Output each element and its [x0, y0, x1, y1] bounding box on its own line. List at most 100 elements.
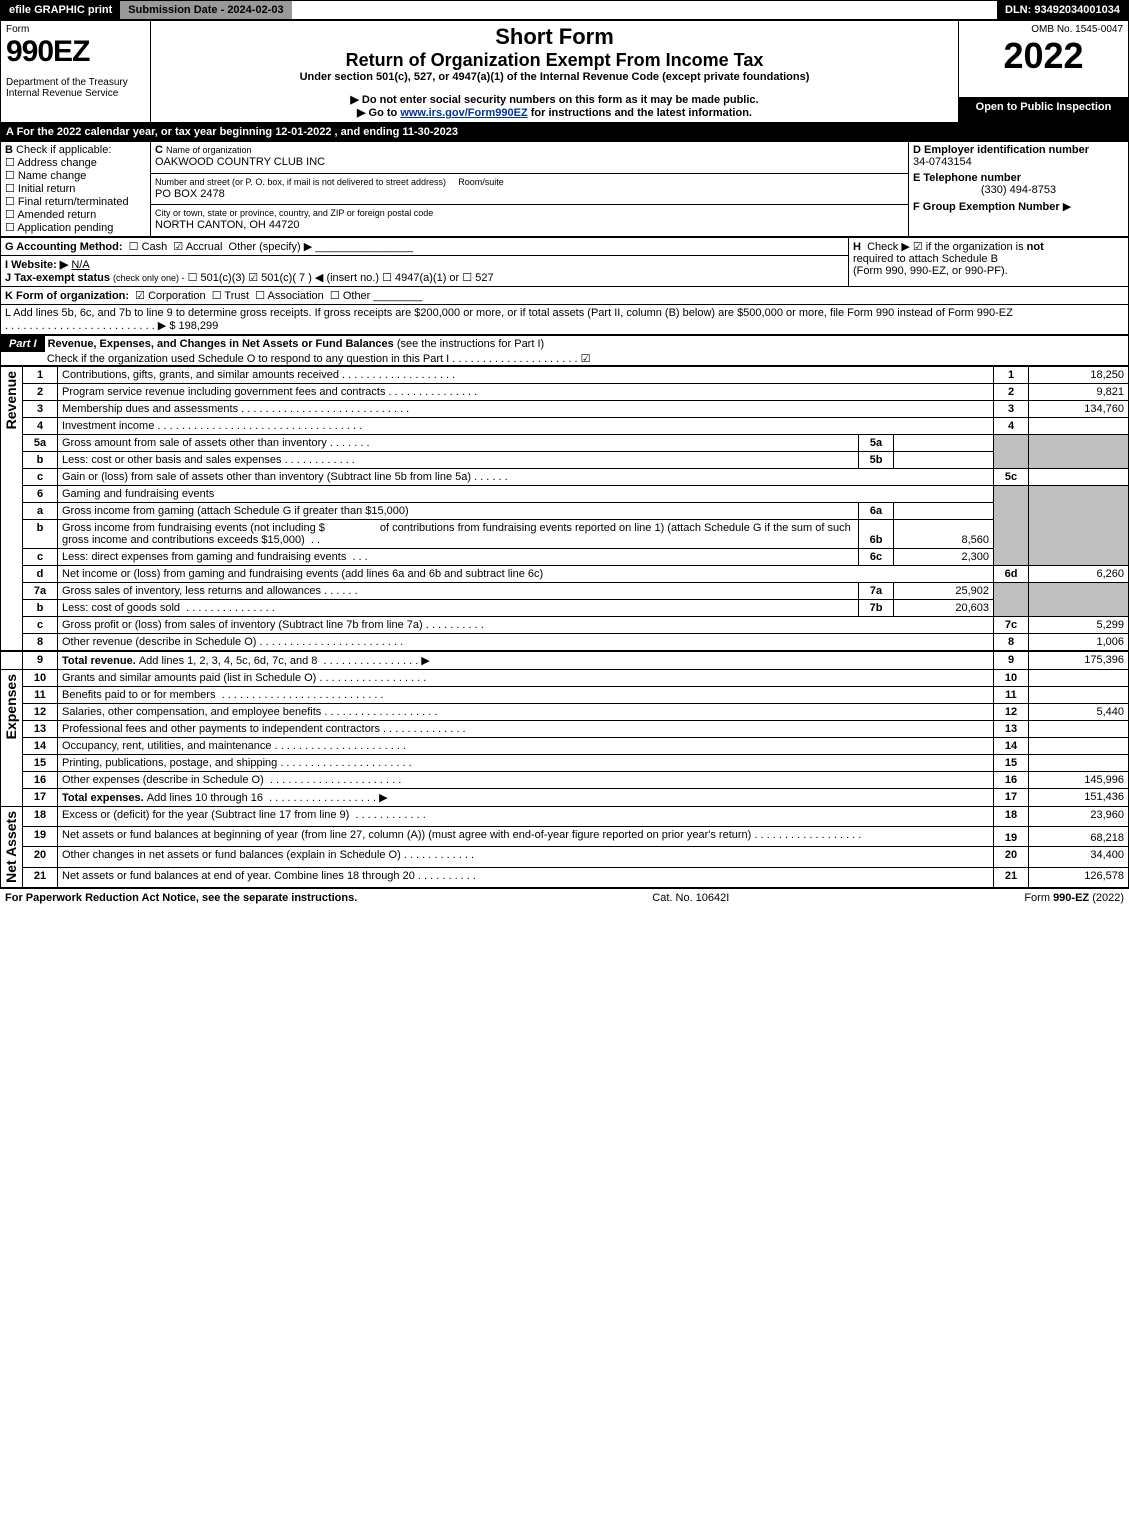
tax-year: 2022	[964, 35, 1123, 77]
line-7c-text: Gross profit or (loss) from sales of inv…	[62, 619, 423, 631]
chk-application-pending[interactable]: Application pending	[5, 222, 113, 234]
col-3: 3	[994, 401, 1029, 418]
chk-4947[interactable]: 4947(a)(1) or	[382, 272, 459, 284]
line-21-num: 21	[23, 867, 58, 887]
col-21: 21	[994, 867, 1029, 887]
line-11-num: 11	[23, 687, 58, 704]
chk-name-change[interactable]: Name change	[5, 170, 86, 182]
chk-assoc[interactable]: Association	[255, 290, 324, 302]
irs-link[interactable]: www.irs.gov/Form990EZ	[400, 107, 527, 119]
line-18-text: Excess or (deficit) for the year (Subtra…	[62, 809, 349, 821]
col-15: 15	[994, 755, 1029, 772]
subtitle: Under section 501(c), 527, or 4947(a)(1)…	[156, 71, 953, 83]
line-1-num: 1	[23, 367, 58, 384]
part-i-title: Revenue, Expenses, and Changes in Net As…	[48, 338, 394, 350]
efile-label[interactable]: efile GRAPHIC print	[1, 1, 120, 19]
dept-line1: Department of the Treasury	[6, 77, 145, 88]
part-i-header: Part I Revenue, Expenses, and Changes in…	[0, 335, 1129, 366]
expenses-sidebar: Expenses	[1, 670, 21, 743]
amt-11	[1029, 687, 1129, 704]
chk-trust[interactable]: Trust	[212, 290, 249, 302]
addr-label: Number and street (or P. O. box, if mail…	[155, 177, 446, 187]
chk-501c3[interactable]: 501(c)(3)	[188, 272, 246, 284]
line-4-text: Investment income	[62, 420, 154, 432]
j-label: J Tax-exempt status	[5, 272, 110, 284]
line-a: A For the 2022 calendar year, or tax yea…	[0, 123, 1129, 141]
col-6d: 6d	[994, 566, 1029, 583]
line-14-text: Occupancy, rent, utilities, and maintena…	[62, 740, 272, 752]
col-12: 12	[994, 704, 1029, 721]
amt-12: 5,440	[1029, 704, 1129, 721]
line-19-text: Net assets or fund balances at beginning…	[62, 829, 751, 841]
ein: 34-0743154	[913, 156, 1124, 168]
chk-accrual[interactable]: Accrual	[173, 241, 222, 253]
footer-left: For Paperwork Reduction Act Notice, see …	[5, 892, 357, 904]
line-6c-num: c	[23, 549, 58, 566]
chk-cash[interactable]: Cash	[129, 241, 168, 253]
mid-7a: 7a	[859, 583, 894, 600]
line-15-text: Printing, publications, postage, and shi…	[62, 757, 277, 769]
chk-501c[interactable]: 501(c)( 7 ) ◀ (insert no.)	[248, 272, 379, 284]
chk-initial-return[interactable]: Initial return	[5, 183, 75, 195]
col-5c: 5c	[994, 469, 1029, 486]
amt-13	[1029, 721, 1129, 738]
h-text3: required to attach Schedule B	[853, 253, 998, 265]
f-arrow: ▶	[1063, 201, 1071, 213]
line-5a-text: Gross amount from sale of assets other t…	[62, 437, 327, 449]
line-18-num: 18	[23, 807, 58, 827]
chk-h[interactable]	[913, 241, 926, 253]
chk-final-return[interactable]: Final return/terminated	[5, 196, 129, 208]
page-footer: For Paperwork Reduction Act Notice, see …	[0, 888, 1129, 907]
chk-527[interactable]: 527	[462, 272, 493, 284]
d-label: D Employer identification number	[913, 144, 1124, 156]
ghijkl-block: G Accounting Method: Cash Accrual Other …	[0, 237, 1129, 335]
chk-amended-return[interactable]: Amended return	[5, 209, 96, 221]
col-13: 13	[994, 721, 1029, 738]
part-i-label: Part I	[1, 336, 45, 352]
entity-block: B Check if applicable: Address change Na…	[0, 141, 1129, 237]
dept-line2: Internal Revenue Service	[6, 88, 145, 99]
chk-address-change[interactable]: Address change	[5, 157, 97, 169]
amt-16: 145,996	[1029, 772, 1129, 789]
line-6a-text: Gross income from gaming (attach Schedul…	[62, 505, 409, 517]
h-text2: if the organization is	[926, 241, 1027, 253]
midamt-6a	[894, 503, 994, 520]
line-20-num: 20	[23, 847, 58, 867]
form-word: Form	[6, 24, 145, 35]
city-label: City or town, state or province, country…	[155, 208, 433, 218]
amt-18: 23,960	[1029, 807, 1129, 827]
col-14: 14	[994, 738, 1029, 755]
line-1-text: Contributions, gifts, grants, and simila…	[62, 369, 339, 381]
part-i-check: Check if the organization used Schedule …	[47, 353, 449, 365]
b-label: B	[5, 144, 13, 156]
line-4-num: 4	[23, 418, 58, 435]
instr-goto: ▶ Go to www.irs.gov/Form990EZ for instru…	[156, 106, 953, 119]
amt-3: 134,760	[1029, 401, 1129, 418]
col-2: 2	[994, 384, 1029, 401]
line-16-num: 16	[23, 772, 58, 789]
i-label: I Website: ▶	[5, 259, 68, 271]
k-label: K Form of organization:	[5, 290, 129, 302]
line-20-text: Other changes in net assets or fund bala…	[62, 849, 401, 861]
amt-17: 151,436	[1029, 789, 1129, 807]
line-6d-text: Net income or (loss) from gaming and fun…	[62, 568, 543, 580]
revenue-sidebar: Revenue	[1, 367, 21, 433]
line-9-text: Total revenue.	[62, 655, 139, 667]
line-19-num: 19	[23, 827, 58, 847]
h-text1: Check ▶	[867, 241, 910, 253]
form-header: Form 990EZ Department of the Treasury In…	[0, 20, 1129, 123]
room-label: Room/suite	[458, 177, 504, 187]
chk-corp[interactable]: Corporation	[135, 290, 205, 302]
col-20: 20	[994, 847, 1029, 867]
mid-5b: 5b	[859, 452, 894, 469]
amt-10	[1029, 670, 1129, 687]
g-other: Other (specify) ▶	[229, 241, 313, 253]
b-title: Check if applicable:	[16, 144, 111, 156]
chk-schedule-o[interactable]	[581, 353, 591, 365]
submission-date: Submission Date - 2024-02-03	[120, 1, 291, 19]
h-not: not	[1027, 241, 1044, 253]
chk-other-org[interactable]: Other	[330, 290, 370, 302]
line-13-num: 13	[23, 721, 58, 738]
title-short-form: Short Form	[156, 24, 953, 50]
line-14-num: 14	[23, 738, 58, 755]
